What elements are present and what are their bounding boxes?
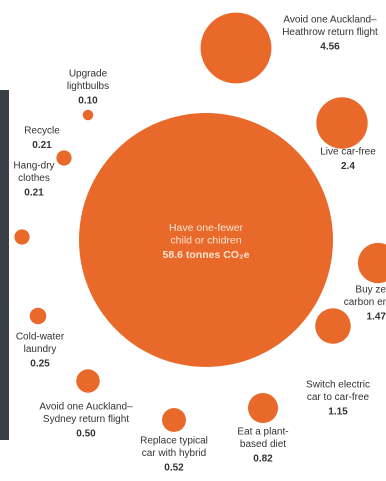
bubble-label: Have one-fewer [169, 222, 244, 234]
bubble [200, 12, 272, 84]
bubble-label: lightbulbs [67, 81, 109, 92]
bubble-label: Upgrade [69, 69, 108, 80]
value-label: 4.56 [320, 42, 340, 53]
photo-edge [0, 90, 9, 440]
bubble [56, 150, 72, 166]
bubble [162, 408, 186, 432]
bubble-label: based diet [240, 439, 286, 450]
value-label: 0.52 [164, 463, 184, 474]
value-label: 0.10 [78, 96, 98, 107]
bubble-label: Avoid one Auckland– [39, 402, 133, 413]
bubble-label: Recycle [24, 126, 60, 137]
bubble [76, 369, 100, 393]
bubble-label: laundry [24, 344, 57, 355]
bubble [315, 308, 351, 344]
bubble [82, 109, 94, 121]
value-label: 0.50 [76, 429, 96, 440]
bubble-label: Cold-water [16, 332, 65, 343]
bubble-label: car to car-free [307, 392, 370, 403]
bubble [29, 307, 47, 325]
bubble-label: car with hybrid [142, 448, 206, 459]
value-label: 58.6 tonnes CO₂e [163, 249, 250, 261]
value-label: 1.47 [367, 312, 386, 323]
bubble-label: child or chidren [170, 234, 241, 246]
bubble [79, 113, 333, 367]
value-label: 0.82 [253, 454, 273, 465]
bubble [357, 242, 386, 284]
bubble-label: Replace typical [140, 436, 208, 447]
value-label: 0.25 [30, 359, 50, 370]
bubble [316, 97, 368, 149]
bubble [247, 392, 279, 424]
value-label: 2.4 [341, 161, 355, 172]
bubble-label: Heathrow return flight [282, 27, 378, 38]
bubble-label: carbon er [344, 297, 386, 308]
bubble-label: Avoid one Auckland– [283, 15, 377, 26]
value-label: 1.15 [328, 407, 348, 418]
bubble-label: Buy ze [355, 285, 386, 296]
bubble-label: Switch electric [306, 380, 370, 391]
bubble-label: Live car-free [320, 147, 376, 158]
value-label: 0.21 [32, 140, 52, 151]
bubble-label: Hang-dry [13, 161, 54, 172]
bubble [14, 229, 30, 245]
bubble-label: Eat a plant- [237, 427, 288, 438]
bubble-label: clothes [18, 173, 50, 184]
bubble-label: Sydney return flight [43, 414, 129, 425]
value-label: 0.21 [24, 188, 44, 199]
